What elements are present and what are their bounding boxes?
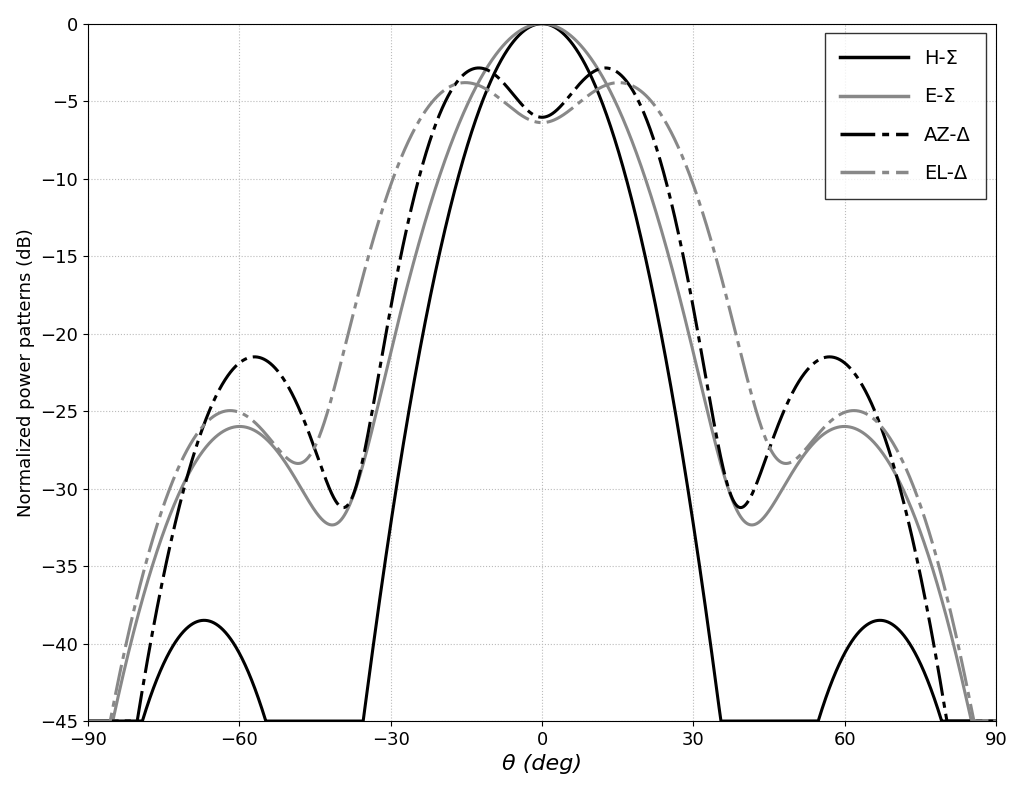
E-Σ xyxy=(430,183,442,192)
E-Σ xyxy=(629,144,641,153)
EL-Δ xyxy=(82,717,94,726)
AZ-Δ xyxy=(300,422,312,431)
X-axis label: θ (deg): θ (deg) xyxy=(502,755,582,774)
AZ-Δ xyxy=(990,717,1002,726)
E-Σ xyxy=(143,570,156,579)
E-Σ xyxy=(756,515,768,524)
H-Σ xyxy=(536,19,548,28)
EL-Δ xyxy=(143,544,156,554)
E-Σ xyxy=(574,40,587,50)
H-Σ xyxy=(82,717,94,726)
Line: E-Σ: E-Σ xyxy=(88,24,996,721)
H-Σ xyxy=(629,207,641,217)
EL-Δ xyxy=(574,97,587,106)
Line: EL-Δ: EL-Δ xyxy=(88,82,996,721)
EL-Δ xyxy=(300,455,312,464)
E-Σ xyxy=(300,493,312,502)
Y-axis label: Normalized power patterns (dB): Normalized power patterns (dB) xyxy=(16,228,35,517)
H-Σ xyxy=(143,694,156,703)
Legend: H-Σ, E-Σ, AZ-Δ, EL-Δ: H-Σ, E-Σ, AZ-Δ, EL-Δ xyxy=(824,33,986,199)
AZ-Δ xyxy=(82,717,94,726)
H-Σ xyxy=(756,717,768,726)
H-Σ xyxy=(574,51,587,61)
EL-Δ xyxy=(629,82,641,92)
AZ-Δ xyxy=(574,78,587,88)
EL-Δ xyxy=(430,93,442,103)
AZ-Δ xyxy=(473,63,485,73)
Line: AZ-Δ: AZ-Δ xyxy=(88,68,996,721)
H-Σ xyxy=(300,717,312,726)
AZ-Δ xyxy=(430,119,442,129)
E-Σ xyxy=(990,717,1002,726)
AZ-Δ xyxy=(143,642,156,652)
Line: H-Σ: H-Σ xyxy=(88,24,996,721)
EL-Δ xyxy=(459,78,471,87)
EL-Δ xyxy=(756,424,768,433)
E-Σ xyxy=(536,19,548,28)
EL-Δ xyxy=(990,717,1002,726)
AZ-Δ xyxy=(756,465,768,475)
E-Σ xyxy=(82,717,94,726)
H-Σ xyxy=(430,266,442,275)
AZ-Δ xyxy=(629,89,641,99)
H-Σ xyxy=(990,717,1002,726)
